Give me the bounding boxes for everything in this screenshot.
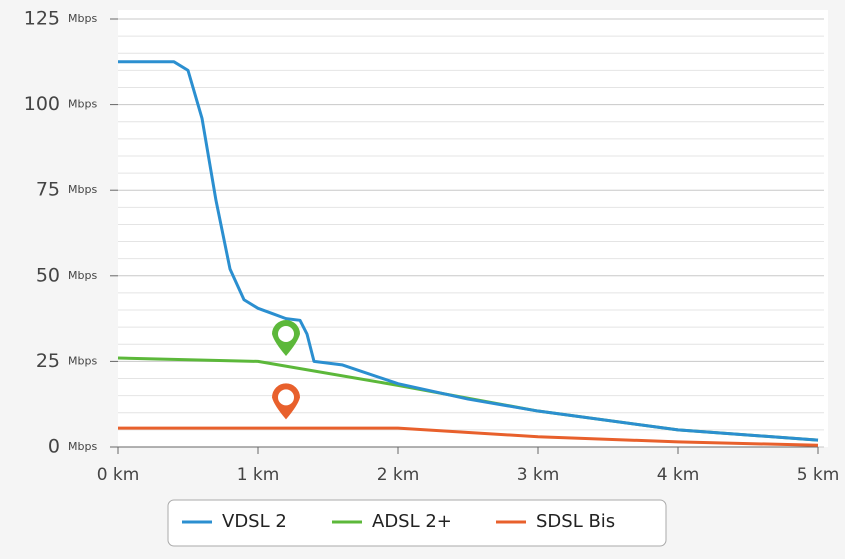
- y-tick-label: 0: [48, 436, 60, 458]
- x-tick-label: 1 km: [237, 465, 280, 485]
- pin-hole: [278, 389, 294, 406]
- series-line: [118, 60, 819, 442]
- y-tick-label: 75: [36, 179, 60, 201]
- y-unit-label: Mbps: [68, 269, 97, 282]
- pin-hole: [278, 326, 294, 343]
- y-tick-label: 50: [36, 264, 60, 286]
- y-unit-label: Mbps: [68, 12, 97, 25]
- legend-label: VDSL 2: [222, 511, 287, 532]
- x-tick-label: 4 km: [657, 465, 700, 485]
- x-tick-label: 5 km: [797, 465, 840, 485]
- x-tick-label: 2 km: [377, 465, 420, 485]
- y-unit-label: Mbps: [68, 183, 97, 196]
- legend-label: SDSL Bis: [536, 511, 615, 532]
- y-unit-label: Mbps: [68, 98, 97, 111]
- y-unit-label: Mbps: [68, 440, 97, 453]
- y-tick-label: 125: [24, 8, 60, 30]
- series-line: [118, 426, 819, 447]
- legend-box: [167, 499, 667, 547]
- y-tick-label: 25: [36, 350, 60, 372]
- x-tick-label: 3 km: [517, 465, 560, 485]
- x-tick-label: 0 km: [97, 465, 140, 485]
- y-unit-label: Mbps: [68, 354, 97, 367]
- y-tick-label: 100: [24, 93, 60, 115]
- plot-area: [118, 10, 828, 447]
- legend-label: ADSL 2+: [372, 511, 452, 532]
